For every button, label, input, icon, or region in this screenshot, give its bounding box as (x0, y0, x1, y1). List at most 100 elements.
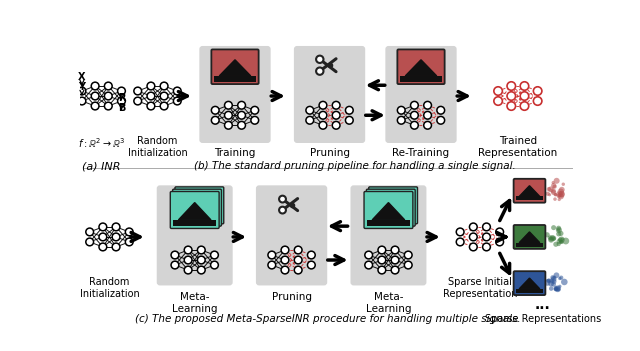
Circle shape (557, 228, 561, 232)
Circle shape (251, 117, 259, 124)
FancyBboxPatch shape (364, 192, 413, 229)
Circle shape (558, 285, 561, 288)
Polygon shape (519, 186, 540, 197)
Circle shape (211, 106, 219, 114)
Circle shape (559, 240, 563, 244)
Circle shape (112, 243, 120, 251)
Circle shape (184, 246, 192, 254)
Circle shape (237, 121, 246, 129)
FancyBboxPatch shape (173, 189, 221, 226)
Bar (516, 289, 543, 293)
Circle shape (294, 246, 302, 254)
Circle shape (507, 102, 516, 110)
Circle shape (544, 279, 550, 286)
Text: Sparse Initial
Representation: Sparse Initial Representation (443, 277, 517, 299)
Circle shape (112, 223, 120, 231)
Circle shape (549, 235, 555, 240)
Circle shape (558, 193, 564, 199)
Circle shape (99, 233, 107, 241)
Circle shape (237, 111, 246, 119)
Circle shape (437, 117, 445, 124)
Circle shape (307, 261, 316, 269)
Circle shape (494, 97, 502, 105)
Circle shape (561, 183, 565, 186)
Text: Random
Initialization: Random Initialization (127, 136, 188, 158)
FancyBboxPatch shape (294, 46, 365, 143)
Circle shape (294, 256, 302, 264)
Circle shape (104, 82, 112, 90)
Circle shape (549, 286, 554, 291)
Circle shape (548, 237, 554, 243)
Polygon shape (519, 278, 540, 289)
FancyBboxPatch shape (366, 189, 415, 226)
Circle shape (319, 111, 327, 119)
Circle shape (496, 238, 504, 246)
Circle shape (225, 111, 232, 119)
Circle shape (147, 82, 155, 90)
Circle shape (507, 92, 516, 100)
Circle shape (306, 117, 314, 124)
Circle shape (184, 256, 192, 264)
Circle shape (557, 242, 561, 246)
Circle shape (556, 191, 563, 197)
Circle shape (397, 106, 405, 114)
Circle shape (134, 97, 141, 105)
Polygon shape (519, 232, 540, 243)
Circle shape (78, 87, 86, 95)
Circle shape (294, 266, 302, 274)
Circle shape (554, 193, 557, 196)
Circle shape (552, 185, 557, 189)
Circle shape (550, 188, 556, 193)
Bar (516, 197, 543, 200)
Circle shape (160, 102, 168, 110)
Circle shape (561, 279, 568, 285)
FancyBboxPatch shape (514, 225, 545, 249)
FancyBboxPatch shape (385, 46, 457, 143)
Circle shape (279, 196, 286, 203)
FancyBboxPatch shape (199, 46, 271, 143)
Circle shape (558, 191, 565, 198)
Circle shape (378, 256, 386, 264)
Circle shape (533, 97, 542, 105)
Polygon shape (405, 60, 436, 76)
Text: Y: Y (79, 82, 85, 92)
Text: Re-Training: Re-Training (392, 148, 449, 158)
Text: Pruning: Pruning (271, 292, 312, 302)
Circle shape (281, 266, 289, 274)
Circle shape (197, 266, 205, 274)
Circle shape (378, 266, 386, 274)
Circle shape (268, 251, 276, 259)
Circle shape (469, 243, 477, 251)
Circle shape (118, 87, 125, 95)
FancyBboxPatch shape (157, 185, 233, 285)
Bar (516, 243, 543, 246)
Circle shape (558, 237, 564, 243)
Polygon shape (220, 60, 251, 76)
Circle shape (551, 279, 557, 284)
Circle shape (410, 121, 419, 129)
FancyBboxPatch shape (351, 185, 426, 285)
Circle shape (306, 106, 314, 114)
Circle shape (281, 246, 289, 254)
Circle shape (548, 281, 554, 287)
Circle shape (104, 92, 112, 100)
Circle shape (307, 251, 316, 259)
Circle shape (404, 261, 412, 269)
FancyBboxPatch shape (175, 187, 224, 224)
Circle shape (125, 228, 133, 236)
Circle shape (410, 101, 419, 109)
Circle shape (554, 287, 558, 291)
Text: Meta-
Learning: Meta- Learning (365, 292, 412, 314)
Circle shape (319, 121, 327, 129)
Circle shape (237, 101, 246, 109)
Circle shape (160, 82, 168, 90)
Circle shape (494, 87, 502, 95)
Bar (173, 220, 216, 226)
Circle shape (483, 223, 490, 231)
Circle shape (86, 238, 93, 246)
Text: B: B (118, 103, 125, 113)
Text: Pruning: Pruning (310, 148, 349, 158)
Polygon shape (179, 203, 211, 220)
Circle shape (547, 279, 550, 283)
Circle shape (556, 226, 561, 231)
